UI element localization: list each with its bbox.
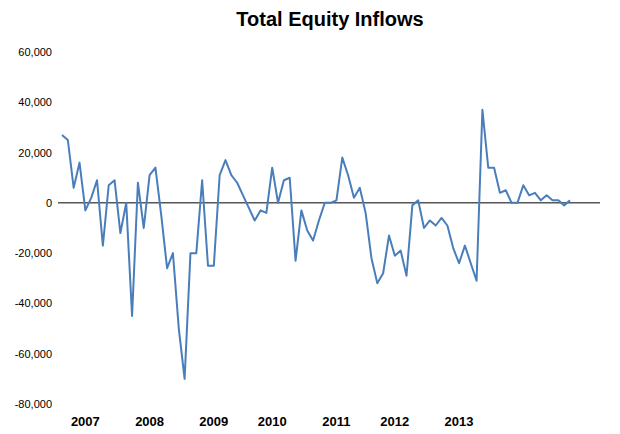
y-tick-label: 40,000 — [18, 96, 52, 108]
x-tick-label: 2012 — [380, 414, 409, 429]
chart: Total Equity Inflows -80,000 -60,000 -40,00… — [0, 0, 620, 434]
title: Total Equity Inflows — [236, 8, 423, 30]
y-tick-label: -40,000 — [15, 297, 52, 309]
x-tick-label: 2008 — [135, 414, 164, 429]
y-tick-label: 0 — [46, 197, 52, 209]
y-tick-label: 60,000 — [18, 46, 52, 58]
y-tick-label: 20,000 — [18, 147, 52, 159]
y-tick-label: -20,000 — [15, 247, 52, 259]
y-tick-label: -80,000 — [15, 398, 52, 410]
y-tick-label: -60,000 — [15, 348, 52, 360]
x-tick-label: 2013 — [445, 414, 474, 429]
data-line — [62, 110, 570, 379]
x-tick-label: 2011 — [322, 414, 350, 429]
plot-area — [62, 110, 570, 379]
x-tick-label: 2007 — [71, 414, 100, 429]
x-tick-label: 2010 — [258, 414, 287, 429]
x-tick-label: 2009 — [199, 414, 228, 429]
